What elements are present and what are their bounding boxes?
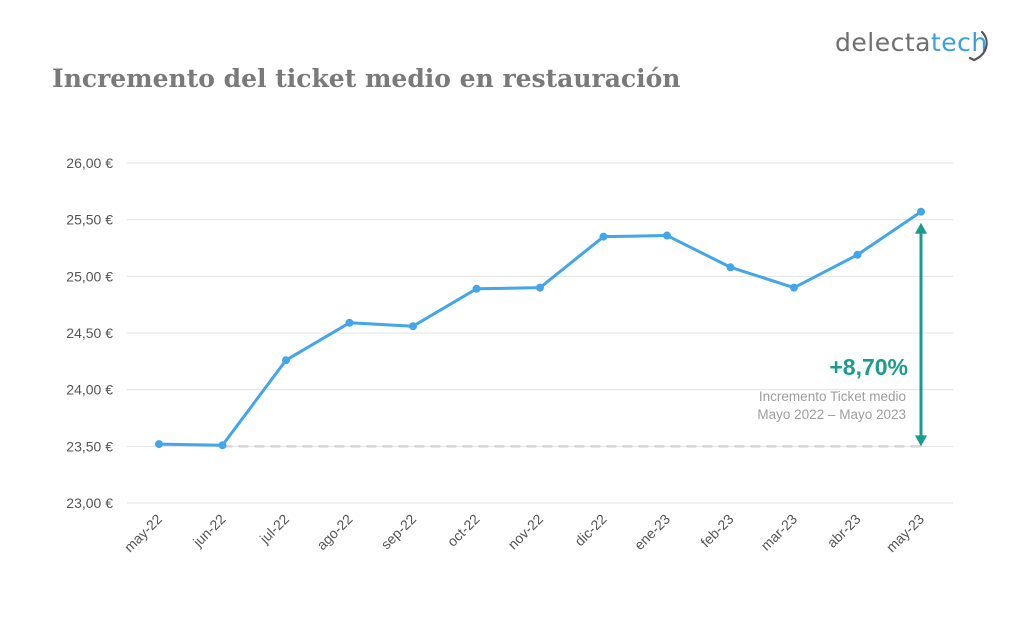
x-tick-label: dic-22 xyxy=(571,511,609,549)
increase-label-line2: Mayo 2022 – Mayo 2023 xyxy=(757,407,906,422)
data-point xyxy=(218,441,227,450)
y-tick-label: 23,00 € xyxy=(66,495,113,511)
logo-part2: tech xyxy=(930,28,988,57)
x-tick-label: mar-23 xyxy=(757,511,800,554)
increase-arrow-head-top xyxy=(915,222,927,234)
x-tick-label: abr-23 xyxy=(824,511,864,551)
y-tick-label: 25,50 € xyxy=(66,212,113,228)
x-axis-labels: may-22 jun-22 jul-22 ago-22 sep-22 oct-22 nov-… xyxy=(121,511,927,555)
x-tick-label: nov-22 xyxy=(505,511,547,553)
x-tick-label: jun-22 xyxy=(189,511,229,551)
data-point xyxy=(155,440,163,449)
logo-swoosh-icon xyxy=(968,30,988,62)
x-tick-label: oct-22 xyxy=(444,511,483,550)
y-tick-label: 25,00 € xyxy=(66,268,113,284)
increase-arrow-head-bottom xyxy=(915,435,927,447)
data-point xyxy=(472,284,481,293)
x-tick-label: ago-22 xyxy=(313,511,355,553)
series-points-layer xyxy=(155,207,925,450)
logo-part1: delecta xyxy=(835,28,931,57)
grid-layer xyxy=(127,162,953,504)
data-point xyxy=(282,356,290,365)
data-point xyxy=(536,283,544,292)
data-point xyxy=(663,231,671,240)
y-tick-label: 23,50 € xyxy=(66,438,113,454)
data-point xyxy=(409,322,417,331)
increase-label-line1: Incremento Ticket medio xyxy=(758,389,906,404)
y-tick-label: 24,00 € xyxy=(66,382,113,398)
increase-percent: +8,70% xyxy=(829,354,908,380)
delectatech-logo: delectatech xyxy=(835,28,988,57)
x-tick-label: jul-22 xyxy=(256,511,292,547)
data-point xyxy=(917,207,925,216)
data-point xyxy=(790,283,798,292)
y-axis-labels: 23,00 € 23,50 € 24,00 € 24,50 € 25,00 € 25,50… xyxy=(66,155,113,511)
y-tick-label: 26,00 € xyxy=(66,155,113,171)
x-tick-label: sep-22 xyxy=(378,511,420,553)
data-point xyxy=(853,250,862,259)
y-tick-label: 24,50 € xyxy=(66,325,113,341)
increase-arrow-layer xyxy=(915,222,927,447)
x-tick-label: ene-23 xyxy=(631,511,673,553)
data-point xyxy=(345,318,354,327)
x-tick-label: feb-23 xyxy=(697,511,737,551)
data-point xyxy=(726,263,735,272)
chart-title: Incremento del ticket medio en restaurac… xyxy=(52,64,681,93)
x-tick-label: may-22 xyxy=(121,511,165,555)
data-point xyxy=(599,232,608,241)
x-tick-label: may-23 xyxy=(883,511,927,555)
